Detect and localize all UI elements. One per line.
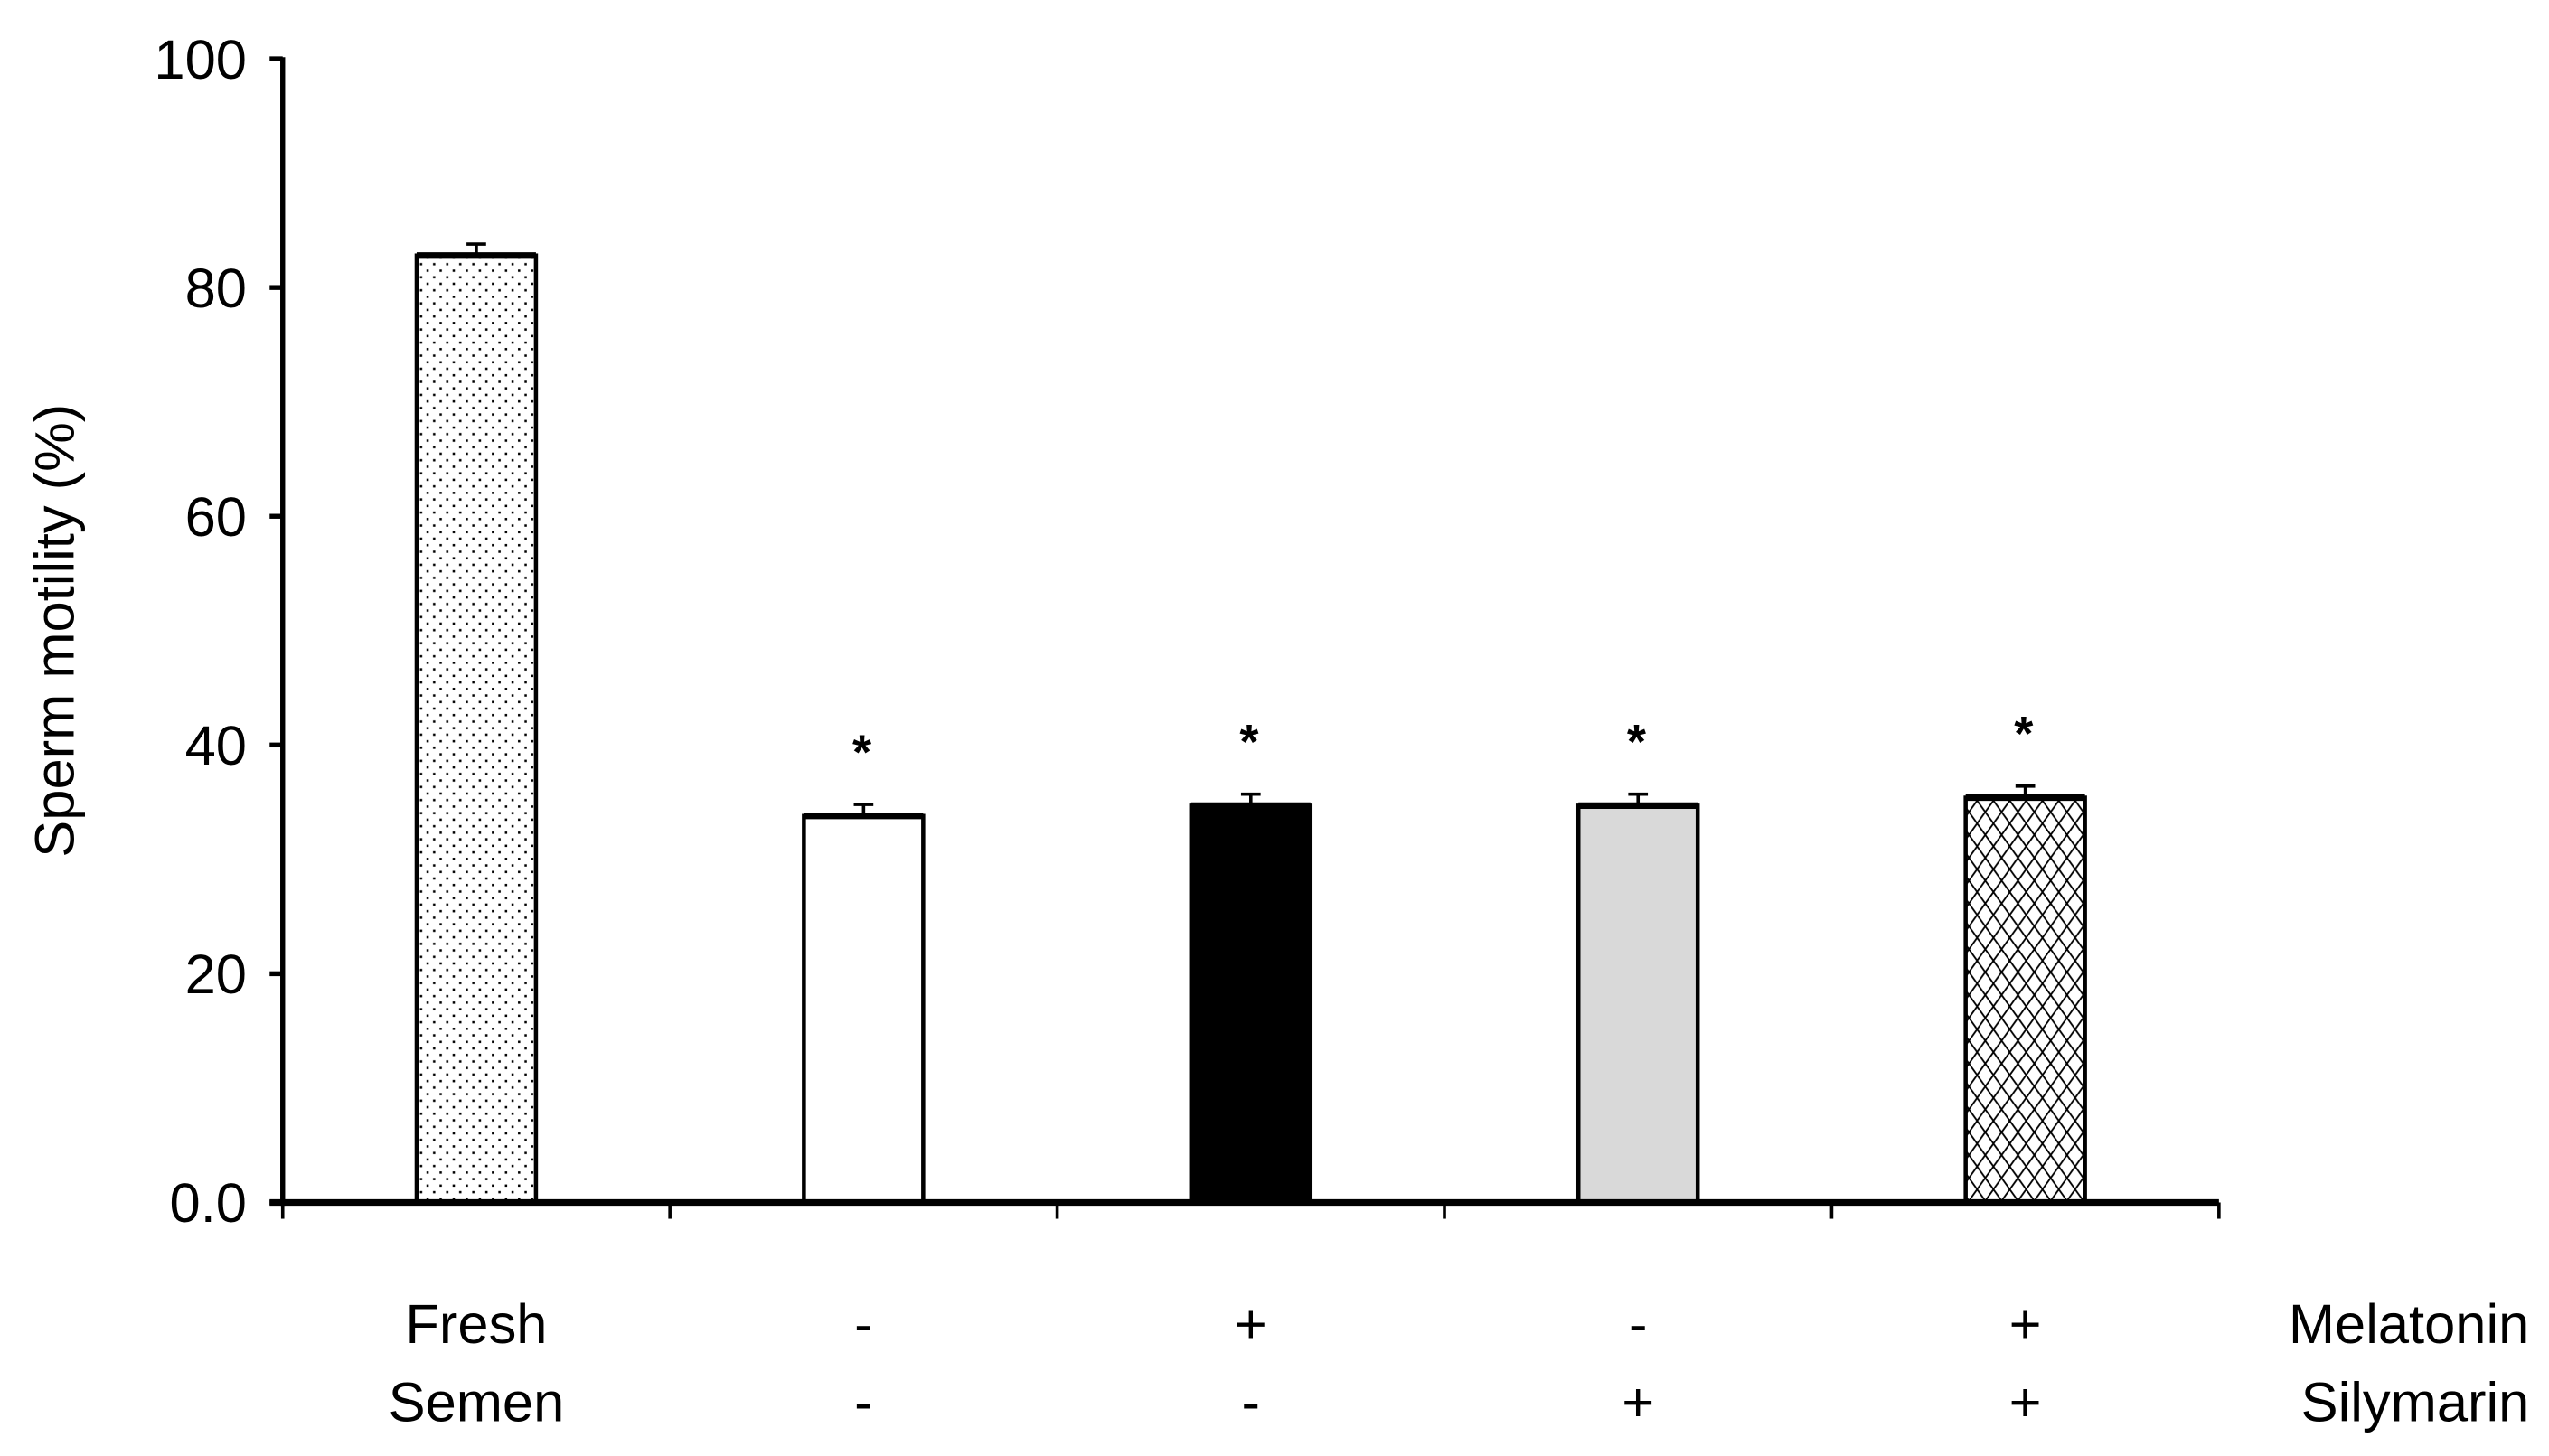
- y-tick-label: 80: [185, 258, 247, 320]
- x-axis: [269, 1198, 2221, 1219]
- y-tick-label: 0.0: [170, 1172, 247, 1235]
- y-tick-label: 20: [185, 944, 247, 1006]
- y-tick-label: 40: [185, 715, 247, 777]
- treatment-row-label: Melatonin: [2289, 1293, 2529, 1356]
- bars: * * * *: [414, 242, 2087, 1205]
- treatment-table: Fresh - + - + Melatonin Semen - - + + Silymarin: [389, 1293, 2530, 1434]
- treatment-sign: -: [1629, 1293, 1647, 1356]
- category-label: Semen: [389, 1372, 565, 1434]
- treatment-row-label: Silymarin: [2301, 1372, 2530, 1434]
- treatment-sign: +: [1622, 1372, 1654, 1434]
- category-label: Fresh: [405, 1293, 547, 1356]
- bar: [1575, 803, 1700, 1205]
- treatment-sign: -: [854, 1293, 872, 1356]
- treatment-sign: -: [1242, 1372, 1260, 1434]
- y-tick-label: 100: [154, 29, 247, 91]
- significance-marker: *: [2014, 707, 2034, 761]
- treatment-sign: +: [1235, 1293, 1267, 1356]
- significance-marker: *: [1627, 715, 1647, 769]
- bar: [802, 813, 926, 1205]
- y-axis: 0.0 20 40 60 80 100 Sperm motility (%): [24, 29, 286, 1235]
- significance-marker: *: [1239, 715, 1259, 769]
- treatment-sign: +: [2009, 1293, 2042, 1356]
- significance-marker: *: [852, 725, 872, 779]
- bar: [414, 253, 539, 1205]
- y-tick-label: 60: [185, 486, 247, 549]
- bar: [1963, 795, 2087, 1205]
- y-axis-title: Sperm motility (%): [24, 404, 86, 858]
- treatment-sign: +: [2009, 1372, 2042, 1434]
- bar: [1189, 803, 1313, 1205]
- treatment-sign: -: [854, 1372, 872, 1434]
